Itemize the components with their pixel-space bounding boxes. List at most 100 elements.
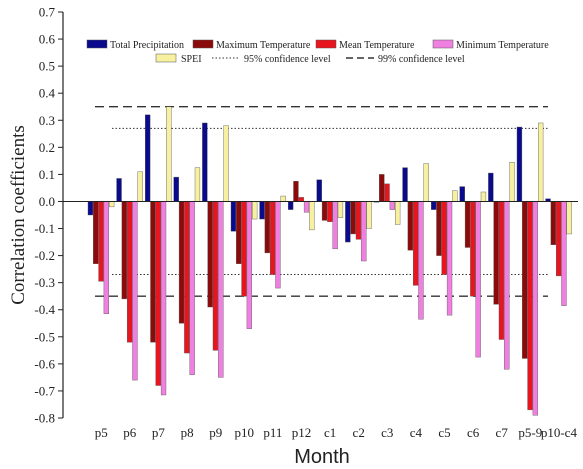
bar-c5-series-0 [431,201,437,210]
bar-c6-series-0 [459,186,465,202]
bar-c1-series-1 [321,201,328,221]
bar-c6-series-1 [464,201,471,248]
x-tick-label: c4 [410,425,423,440]
x-tick-label: c7 [496,425,509,440]
x-tick-label: p9 [209,425,222,440]
bar-p7-series-2 [155,201,161,386]
bar-p8-series-0 [173,176,179,202]
bar-p11-series-2 [270,201,276,275]
legend-label: 95% confidence level [244,54,331,65]
bar-p12-series-1 [293,180,299,202]
bar-c5-series-3 [446,201,453,316]
x-tick-label: c3 [381,425,393,440]
x-axis-ticks: p5 p6 p7 p8 p9 p10 p11 p12 c1 c2 c3 c4 c5 c6 c7 p5-9p10… [95,425,578,440]
legend-swatch-1 [192,39,214,49]
bar-c2-series-0 [345,201,351,243]
x-tick-label: p10-c4 [541,425,578,440]
y-tick-label: -0.1 [34,221,55,236]
bar-c1-series-2 [327,201,333,222]
bar-c7-series-2 [498,201,505,340]
bar-p11-series-3 [275,201,281,289]
bar-c7-series-1 [493,201,499,305]
y-tick-label: 0.2 [39,140,55,155]
legend-label: Minimum Temperature [456,40,549,51]
legend-label: Maximum Temperature [216,40,311,51]
y-tick-label: -0.2 [34,248,55,263]
y-tick-label: 0.1 [39,167,55,182]
bar-c2-series-3 [361,201,367,262]
bar-c1-series-4 [337,201,344,218]
bar-p11-series-0 [259,201,265,220]
bar-p5-series-4 [108,201,115,208]
legend-swatch-3 [432,39,454,49]
bar-p9-series-2 [212,201,219,351]
bar-p5-9-series-1 [522,201,528,359]
bar-p9-series-0 [202,122,208,202]
legend-swatch-0 [86,39,108,49]
y-tick-label: -0.6 [34,356,55,371]
bar-p12-series-0 [288,201,294,210]
y-tick-label: 0.3 [39,113,55,128]
bar-p7-series-4 [166,106,172,202]
bar-p5-9-series-3 [532,201,539,416]
bar-c5-series-1 [436,201,442,256]
x-tick-label: p10 [235,425,255,440]
x-tick-label: p6 [123,425,137,440]
bar-p6-series-0 [116,178,122,202]
bar-c3-series-1 [379,174,385,202]
bar-c5-series-4 [452,190,458,202]
bar-c4-series-1 [407,201,413,251]
bar-c4-series-3 [418,201,424,320]
x-axis-title: Month [294,446,350,468]
bar-c4-series-2 [413,201,419,286]
x-tick-label: c2 [353,425,365,440]
bar-c3-series-2 [384,183,390,202]
y-tick-label: -0.3 [34,275,55,290]
bar-c6-series-2 [470,201,476,297]
bar-p12-series-2 [298,197,304,202]
bar-p7-series-0 [144,114,151,202]
bar-c2-series-2 [355,201,362,240]
bar-c1-series-3 [332,201,338,250]
bar-p10-series-1 [236,201,242,264]
bar-p5-9-series-0 [516,126,523,202]
legend-label: Total Precipitation [110,40,184,51]
y-tick-label: -0.5 [34,329,55,344]
bar-c4-series-4 [423,163,429,202]
x-tick-label: p8 [181,425,194,440]
legend-label: 99% confidence level [378,54,465,65]
bar-p10-c4-series-1 [550,201,557,245]
bar-p8-series-2 [184,201,190,354]
bar-p6-series-2 [126,201,133,343]
bar-p9-series-4 [223,125,229,202]
bar-p11-series-1 [264,201,270,254]
bar-p8-series-3 [189,201,195,375]
x-tick-label: p5 [95,425,108,440]
bar-p10-series-4 [251,201,258,220]
y-tick-label: -0.4 [34,302,55,317]
x-tick-label: c5 [438,425,450,440]
bar-p9-series-3 [218,201,224,378]
legend: Total Precipitation Maximum Temperature Me… [86,39,549,65]
bar-p10-c4-series-4 [566,201,572,235]
bar-p5-series-1 [93,201,99,264]
bar-p10-series-0 [230,201,237,232]
y-tick-label: -0.7 [34,383,55,398]
bar-c7-series-3 [504,201,510,370]
bar-p6-series-4 [137,171,143,202]
bar-p9-series-1 [207,201,213,308]
bar-c6-series-3 [475,201,481,358]
bar-c3-series-4 [395,201,401,225]
bar-c7-series-4 [509,162,515,202]
bar-p10-series-2 [241,201,247,297]
bar-c1-series-0 [316,179,322,202]
x-tick-label: c1 [324,425,336,440]
bar-p8-series-4 [194,167,201,202]
x-tick-label: p7 [152,425,166,440]
bar-p10-c4-series-2 [556,201,562,277]
bar-c2-series-4 [366,201,372,229]
x-tick-label: p12 [292,425,312,440]
bar-p5-series-2 [98,201,104,282]
y-tick-label: 0.7 [39,5,56,20]
